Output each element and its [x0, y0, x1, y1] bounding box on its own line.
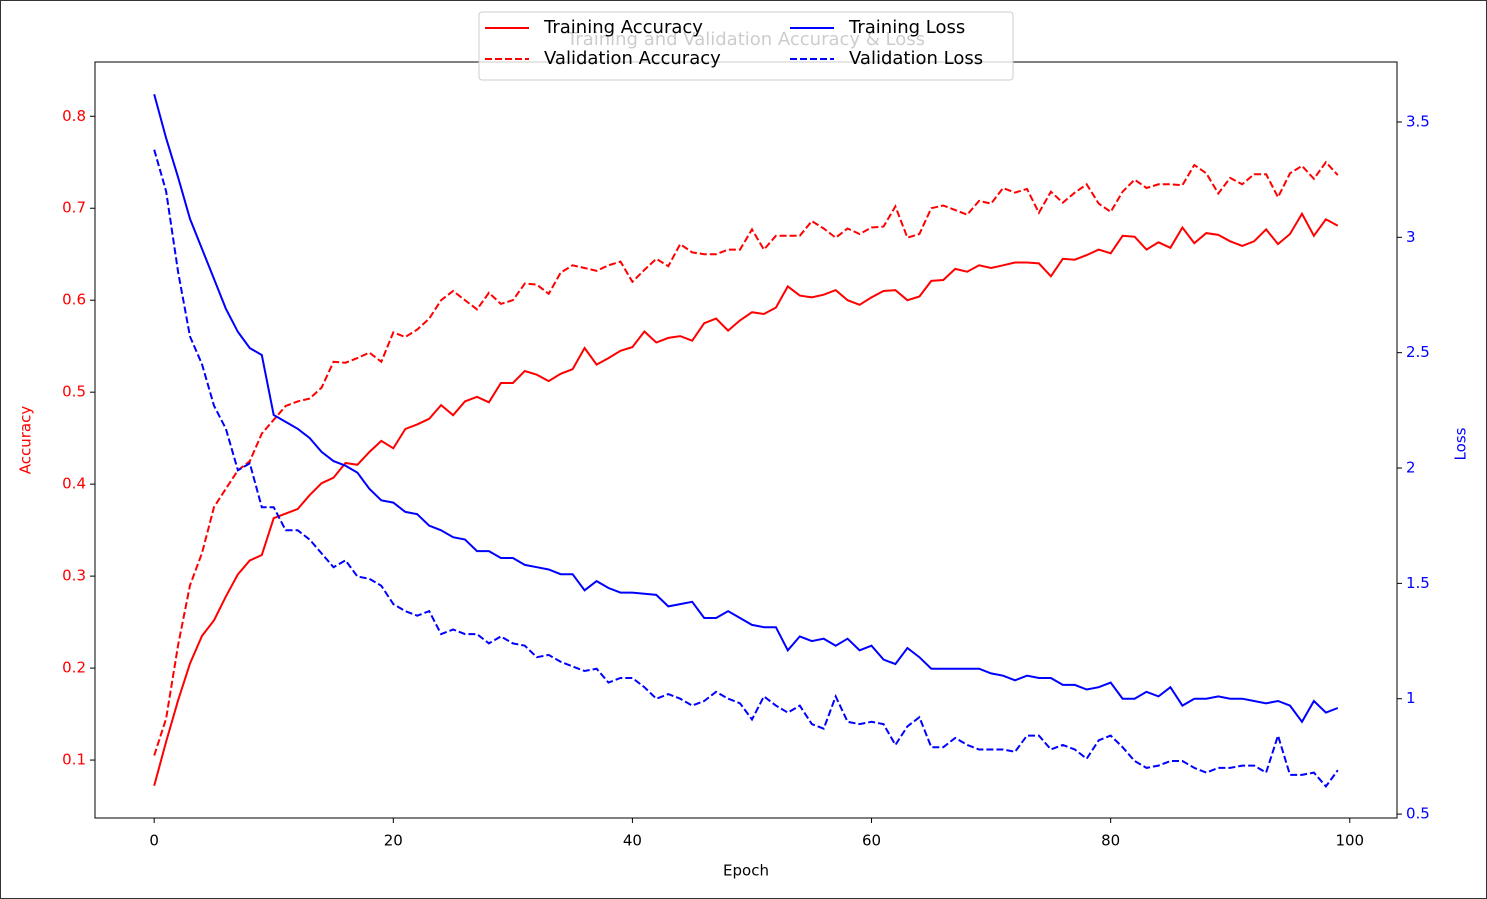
legend-box — [478, 11, 1014, 81]
y2-tick-label: 1.5 — [1406, 574, 1430, 592]
y-tick-label: 0.3 — [62, 567, 86, 585]
series-line — [153, 94, 1339, 724]
y-tick-label: 0.6 — [62, 291, 86, 309]
y-tick-label: 0.5 — [62, 383, 86, 401]
legend-label: Training Accuracy — [543, 17, 703, 38]
series-line — [153, 149, 1339, 788]
y-tick-label: 0.1 — [62, 751, 86, 769]
x-tick-label: 60 — [862, 832, 881, 850]
x-tick-label: 100 — [1335, 832, 1364, 850]
x-axis-label: Epoch — [723, 862, 769, 880]
y-axis-label: Accuracy — [17, 406, 35, 475]
x-tick-label: 80 — [1101, 832, 1120, 850]
legend-label: Training Loss — [848, 17, 965, 38]
y-tick-label: 0.4 — [62, 475, 86, 493]
y2-axis-label: Loss — [1452, 427, 1470, 460]
y2-tick-label: 0.5 — [1406, 805, 1430, 823]
legend-label: Validation Loss — [849, 48, 983, 69]
y2-tick-label: 3.5 — [1406, 112, 1430, 130]
legend: Training Accuracy Validation Accuracy Trai… — [478, 11, 1014, 81]
y2-tick-label: 3 — [1406, 228, 1416, 246]
y-tick-label: 0.2 — [62, 659, 86, 677]
x-tick-label: 20 — [384, 832, 403, 850]
y-tick-label: 0.7 — [62, 199, 86, 217]
y2-tick-label: 2 — [1406, 459, 1416, 477]
x-tick-label: 0 — [149, 832, 159, 850]
y-tick-label: 0.8 — [62, 107, 86, 125]
x-tick-label: 40 — [623, 832, 642, 850]
legend-label: Validation Accuracy — [544, 48, 721, 69]
y2-tick-label: 2.5 — [1406, 343, 1430, 361]
y2-tick-label: 1 — [1406, 689, 1416, 707]
series-line — [153, 160, 1339, 756]
series-line — [153, 211, 1339, 787]
